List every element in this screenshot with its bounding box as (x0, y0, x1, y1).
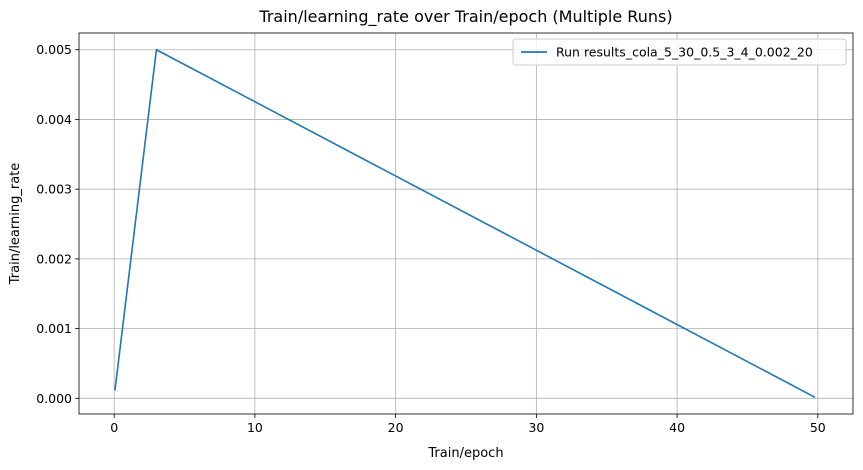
legend: Run results_cola_5_30_0.5_3_4_0.002_20 (512, 38, 847, 66)
series-layer (114, 48, 816, 399)
legend-box (512, 38, 847, 66)
y-tick-label: 0.002 (36, 251, 72, 266)
y-axis-label: Train/learning_rate (8, 163, 23, 286)
y-tick-label: 0.001 (36, 321, 72, 336)
x-axis-label: Train/epoch (427, 446, 503, 461)
legend-entry: Run results_cola_5_30_0.5_3_4_0.002_20 (556, 45, 813, 60)
grid-lines (79, 33, 853, 414)
y-tick-label: 0.000 (36, 391, 72, 406)
axis-ticks: 0 10 20 30 40 50 0.000 0.001 0.002 0.003 0.004 0.00… (36, 42, 826, 435)
y-tick-label: 0.004 (36, 112, 72, 127)
series-line-0 (114, 48, 816, 399)
x-tick-label: 20 (388, 420, 404, 435)
y-tick-label: 0.003 (36, 182, 72, 197)
x-tick-label: 10 (247, 420, 263, 435)
x-tick-label: 0 (110, 420, 118, 435)
x-tick-label: 40 (669, 420, 685, 435)
x-tick-label: 50 (810, 420, 826, 435)
axes-frame (78, 32, 854, 415)
y-tick-label: 0.005 (36, 42, 72, 57)
chart-title: Train/learning_rate over Train/epoch (Mu… (258, 7, 672, 27)
x-tick-label: 30 (528, 420, 544, 435)
